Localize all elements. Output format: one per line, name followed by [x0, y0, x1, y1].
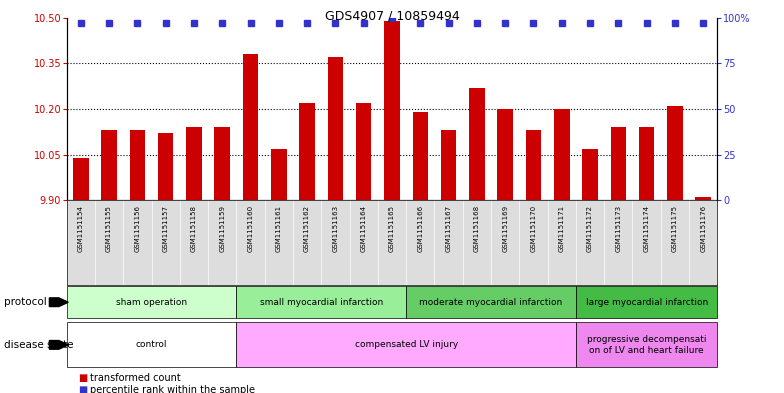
Text: GSM1151169: GSM1151169: [503, 205, 508, 252]
FancyBboxPatch shape: [576, 286, 717, 318]
Text: GSM1151160: GSM1151160: [248, 205, 253, 252]
Bar: [667, 106, 683, 200]
Bar: [469, 88, 485, 200]
FancyBboxPatch shape: [67, 322, 237, 367]
Text: protocol: protocol: [4, 297, 47, 307]
Bar: [639, 127, 655, 200]
Text: moderate myocardial infarction: moderate myocardial infarction: [419, 298, 563, 307]
Bar: [129, 130, 145, 200]
Bar: [328, 57, 343, 200]
Text: progressive decompensati
on of LV and heart failure: progressive decompensati on of LV and he…: [587, 335, 706, 354]
Bar: [384, 21, 400, 200]
Text: control: control: [136, 340, 167, 349]
Bar: [441, 130, 456, 200]
Text: GDS4907 / 10859494: GDS4907 / 10859494: [325, 10, 459, 23]
Bar: [497, 109, 513, 200]
Bar: [412, 112, 428, 200]
FancyBboxPatch shape: [237, 286, 406, 318]
Text: GSM1151172: GSM1151172: [587, 205, 593, 252]
Text: GSM1151167: GSM1151167: [445, 205, 452, 252]
Text: ■: ■: [78, 373, 88, 383]
Bar: [554, 109, 569, 200]
FancyBboxPatch shape: [406, 286, 576, 318]
Bar: [271, 149, 287, 200]
Text: GSM1151170: GSM1151170: [531, 205, 536, 252]
Text: GSM1151164: GSM1151164: [361, 205, 367, 252]
FancyBboxPatch shape: [237, 322, 576, 367]
Bar: [611, 127, 626, 200]
Text: GSM1151175: GSM1151175: [672, 205, 678, 252]
Text: GSM1151159: GSM1151159: [220, 205, 225, 252]
Text: GSM1151156: GSM1151156: [134, 205, 140, 252]
Text: GSM1151155: GSM1151155: [106, 205, 112, 252]
Bar: [101, 130, 117, 200]
Text: sham operation: sham operation: [116, 298, 187, 307]
FancyBboxPatch shape: [576, 322, 717, 367]
Text: GSM1151154: GSM1151154: [78, 205, 84, 252]
Bar: [186, 127, 201, 200]
Text: GSM1151162: GSM1151162: [304, 205, 310, 252]
Text: GSM1151166: GSM1151166: [417, 205, 423, 252]
Bar: [583, 149, 598, 200]
Text: percentile rank within the sample: percentile rank within the sample: [90, 385, 255, 393]
Text: GSM1151168: GSM1151168: [474, 205, 480, 252]
Bar: [73, 158, 89, 200]
Text: compensated LV injury: compensated LV injury: [354, 340, 458, 349]
Text: GSM1151171: GSM1151171: [559, 205, 564, 252]
Bar: [526, 130, 541, 200]
Bar: [356, 103, 372, 200]
Text: small myocardial infarction: small myocardial infarction: [260, 298, 383, 307]
Bar: [243, 54, 258, 200]
Text: GSM1151163: GSM1151163: [332, 205, 339, 252]
FancyBboxPatch shape: [67, 286, 237, 318]
Bar: [215, 127, 230, 200]
Text: GSM1151173: GSM1151173: [615, 205, 622, 252]
Text: disease state: disease state: [4, 340, 74, 350]
Text: transformed count: transformed count: [90, 373, 181, 383]
Bar: [695, 197, 711, 200]
Text: GSM1151157: GSM1151157: [162, 205, 169, 252]
Text: GSM1151158: GSM1151158: [191, 205, 197, 252]
Text: GSM1151161: GSM1151161: [276, 205, 281, 252]
Bar: [158, 134, 173, 200]
Text: large myocardial infarction: large myocardial infarction: [586, 298, 708, 307]
Text: GSM1151165: GSM1151165: [389, 205, 395, 252]
Bar: [299, 103, 315, 200]
Text: GSM1151176: GSM1151176: [700, 205, 706, 252]
Text: ■: ■: [78, 385, 88, 393]
Text: GSM1151174: GSM1151174: [644, 205, 650, 252]
